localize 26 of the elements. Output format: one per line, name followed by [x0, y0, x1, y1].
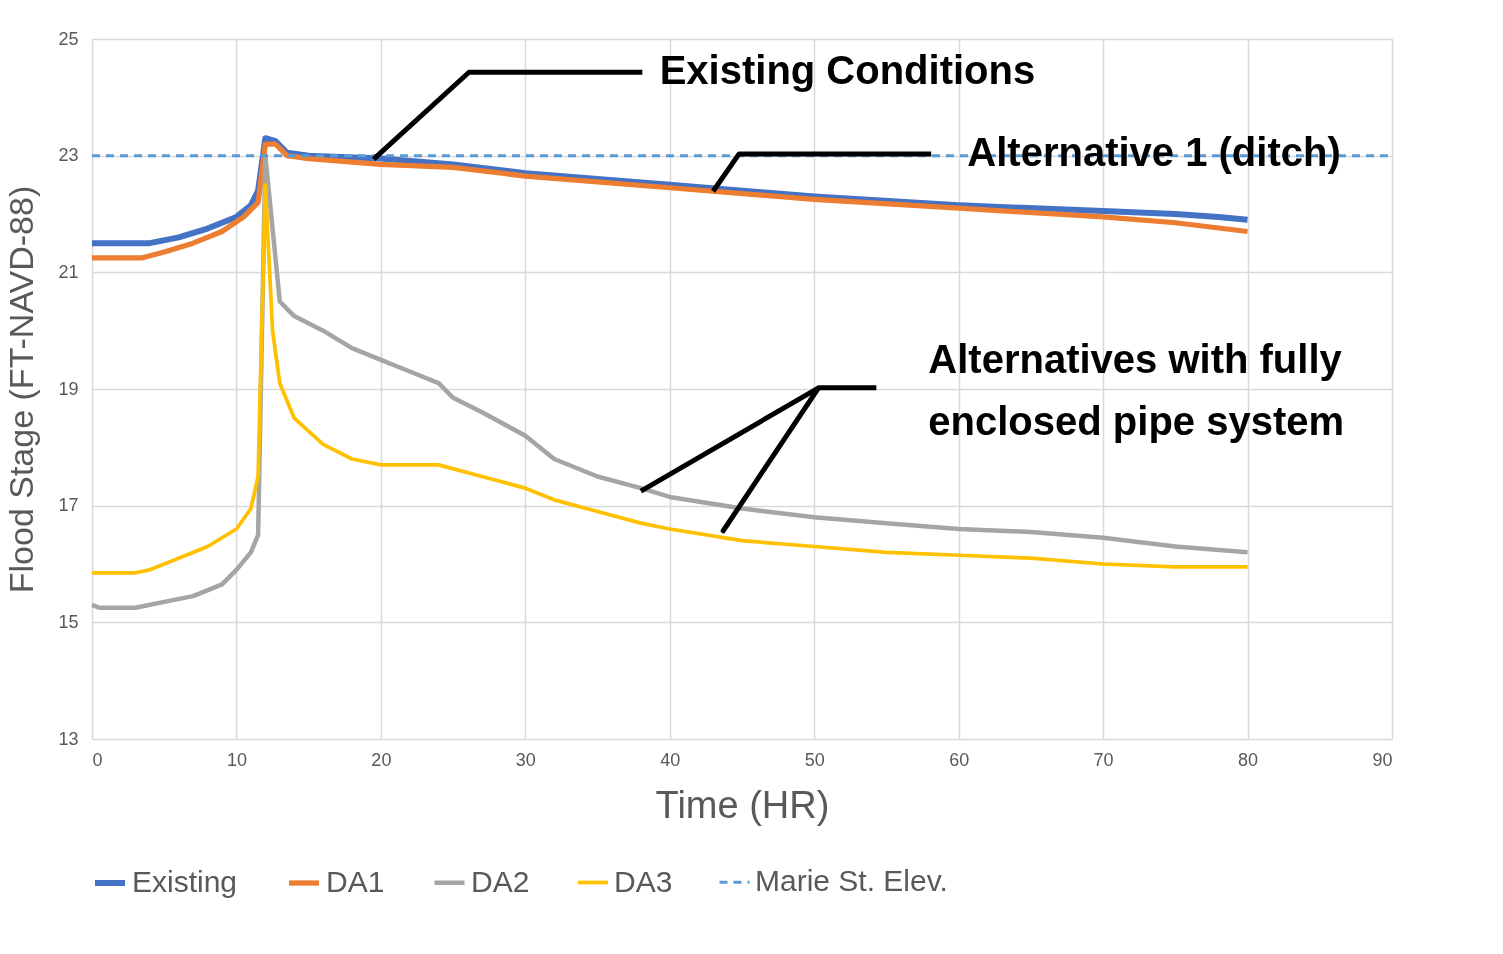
legend-label: DA1	[326, 865, 385, 898]
annotation: Existing Conditions	[659, 48, 1036, 93]
y-tick-label: 21	[58, 261, 79, 282]
x-tick-label: 10	[226, 749, 247, 770]
y-tick-label: 25	[58, 28, 79, 49]
x-axis-title: Time (HR)	[655, 783, 830, 826]
x-tick-label: 40	[660, 749, 681, 770]
y-tick-label: 23	[58, 145, 79, 166]
legend-label: DA2	[471, 864, 530, 898]
x-tick-label: 60	[949, 749, 970, 770]
x-tick-label: 90	[1372, 749, 1393, 770]
legend-label: Existing	[132, 865, 238, 898]
y-tick-label: 15	[58, 611, 79, 632]
y-tick-label: 19	[58, 378, 79, 399]
x-tick-label: 70	[1093, 749, 1114, 770]
x-tick-label: 50	[804, 749, 825, 770]
x-tick-label: 20	[371, 749, 392, 770]
legend-label: DA3	[614, 864, 673, 898]
legend-label: Marie St. Elev.	[755, 864, 948, 898]
x-tick-label: 80	[1238, 749, 1259, 770]
x-tick-label: 0	[92, 749, 103, 770]
y-tick-label: 13	[58, 728, 79, 749]
annotation: Alternatives with fully enclosed pipe system	[928, 337, 1345, 443]
y-axis-title: Flood Stage (FT-NAVD-88)	[2, 185, 41, 594]
x-tick-label: 30	[515, 749, 536, 770]
y-tick-label: 17	[58, 495, 79, 516]
